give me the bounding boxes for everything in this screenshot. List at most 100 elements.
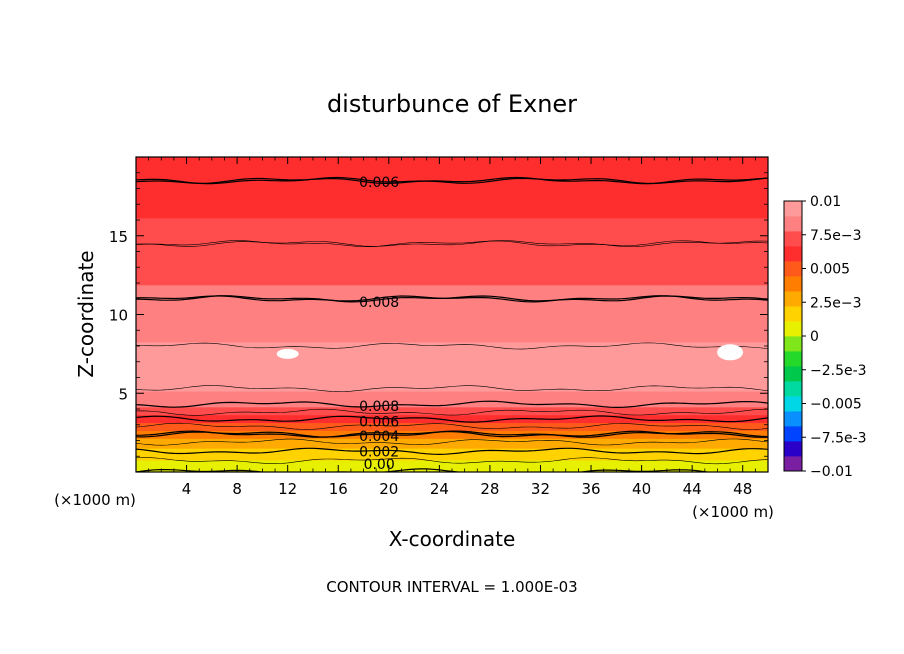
field-band xyxy=(136,339,768,343)
x-tick-label: 48 xyxy=(733,480,752,498)
colorbar-swatch xyxy=(784,411,802,427)
x-tick-label: 4 xyxy=(182,480,192,498)
field-band xyxy=(136,434,768,437)
y-axis-ticks: 5 10 15 xyxy=(109,172,768,457)
contour-line xyxy=(136,438,768,446)
field-band xyxy=(136,326,768,329)
field-band xyxy=(136,465,768,469)
colorbar-swatch xyxy=(784,336,802,352)
field-band xyxy=(136,349,768,353)
field-band xyxy=(136,223,768,227)
field-band xyxy=(136,327,768,331)
x-tick-label: 12 xyxy=(278,480,297,498)
field-band xyxy=(136,381,768,384)
x-tick-label: 16 xyxy=(329,480,348,498)
contour-label: 0.004 xyxy=(359,429,399,445)
field-band xyxy=(136,318,768,321)
colorbar-swatch xyxy=(784,276,802,292)
field-band xyxy=(136,284,768,288)
field-band xyxy=(136,335,768,339)
y-tick-label: 10 xyxy=(109,307,128,325)
field-band xyxy=(136,266,768,270)
field-band xyxy=(136,300,768,303)
field-band xyxy=(136,383,768,386)
field-band xyxy=(136,290,768,294)
x-axis-label: X-coordinate xyxy=(389,527,516,551)
field-band xyxy=(136,359,768,363)
field-band xyxy=(136,428,768,431)
field-band xyxy=(136,272,768,276)
colorbar-swatch xyxy=(784,456,802,472)
contour-label: 0.00 xyxy=(364,457,395,473)
colorbar-tick-label: 2.5e−3 xyxy=(810,295,862,311)
field-band xyxy=(136,426,768,429)
field-band xyxy=(136,288,768,292)
x-tick-label: 32 xyxy=(531,480,550,498)
colorbar-tick-label: −0.01 xyxy=(810,464,853,480)
y-tick-label: 5 xyxy=(118,385,128,403)
field-band xyxy=(136,418,768,422)
contour-line xyxy=(136,176,768,185)
colorbar-swatch xyxy=(784,381,802,397)
field-band xyxy=(136,186,768,189)
colorbar-swatch xyxy=(784,246,802,262)
x-tick-label: 20 xyxy=(379,480,398,498)
field-band xyxy=(136,176,768,179)
colorbar-swatch xyxy=(784,366,802,382)
field-band xyxy=(136,320,768,323)
field-band xyxy=(136,438,768,441)
field-band xyxy=(136,205,768,209)
field-band xyxy=(136,263,768,266)
field-band xyxy=(136,414,768,418)
field-band xyxy=(136,227,768,231)
field-band xyxy=(136,278,768,282)
field-band xyxy=(136,331,768,335)
field-band xyxy=(136,450,768,453)
field-band xyxy=(136,178,768,181)
field-band xyxy=(136,251,768,254)
colorbar-tick-label: 0 xyxy=(810,329,819,345)
x-tick-label: 40 xyxy=(632,480,651,498)
field-band xyxy=(136,235,768,239)
contour-line xyxy=(136,295,768,303)
field-band xyxy=(136,170,768,174)
field-band xyxy=(136,259,768,262)
colorbar xyxy=(784,201,802,472)
field-band xyxy=(136,292,768,296)
field-band xyxy=(136,253,768,256)
field-band xyxy=(136,422,768,426)
field-band xyxy=(136,162,768,166)
colorbar-swatch xyxy=(784,306,802,322)
contour-label: 0.008 xyxy=(359,399,399,415)
contour-line xyxy=(136,430,768,438)
field-band xyxy=(136,268,768,272)
field-band xyxy=(136,314,768,317)
field-band xyxy=(136,264,768,268)
field-band xyxy=(136,310,768,313)
field-band xyxy=(136,457,768,461)
field-band xyxy=(136,160,768,164)
field-band xyxy=(136,306,768,309)
field-band xyxy=(136,351,768,355)
field-band xyxy=(136,225,768,229)
colorbar-tick-label: −0.005 xyxy=(810,397,862,413)
field-band xyxy=(136,255,768,258)
field-band xyxy=(136,355,768,359)
contour-lines xyxy=(136,176,768,472)
field-band xyxy=(136,233,768,237)
colorbar-swatch xyxy=(784,231,802,247)
field-band xyxy=(136,217,768,221)
y-axis-label: Z-coordinate xyxy=(74,250,98,377)
white-patch xyxy=(276,348,299,359)
field-band xyxy=(136,379,768,382)
colorbar-ticks: −0.01 −7.5e-3 −0.005 −2.5e-3 0 2.5e−3 0.005 7.5… xyxy=(802,194,867,480)
field-band xyxy=(136,239,768,242)
field-band xyxy=(136,172,768,176)
field-band xyxy=(136,416,768,420)
colorbar-tick-label: −7.5e-3 xyxy=(810,430,867,446)
field-band xyxy=(136,387,768,390)
color-bands xyxy=(136,157,768,472)
field-band xyxy=(136,369,768,372)
field-band xyxy=(136,375,768,378)
field-band xyxy=(136,312,768,315)
